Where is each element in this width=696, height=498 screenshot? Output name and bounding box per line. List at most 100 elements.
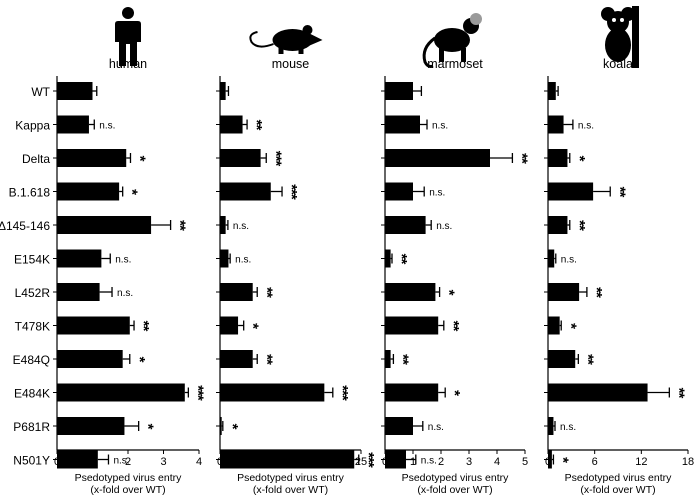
bar — [57, 216, 152, 234]
significance-label: ** — [248, 120, 265, 131]
bar — [57, 249, 102, 268]
bar — [385, 450, 406, 469]
bar — [57, 149, 127, 167]
significance-label: n.s. — [429, 188, 445, 199]
bar — [57, 383, 185, 402]
significance-label: ** — [579, 354, 596, 365]
x-axis-label: (x-fold over WT) — [580, 484, 655, 496]
bar — [385, 417, 413, 435]
bar — [57, 82, 93, 100]
bar — [57, 450, 98, 469]
category-label: E484K — [14, 387, 50, 401]
significance-label: n.s. — [432, 121, 448, 132]
panel-title: marmoset — [427, 57, 483, 71]
bar — [548, 249, 555, 268]
bar — [220, 417, 222, 435]
x-tick-label: 12 — [635, 456, 647, 468]
panel-title: human — [109, 57, 147, 71]
panel-human: human01234Psedotyped virus entry(x-fold … — [53, 7, 206, 496]
significance-label: n.s. — [578, 121, 594, 132]
bar — [385, 216, 426, 234]
bar — [548, 216, 568, 234]
bar — [548, 417, 554, 435]
significance-label: n.s. — [99, 121, 115, 132]
significance-label: * — [124, 189, 141, 195]
significance-label: * — [224, 424, 241, 430]
x-axis-label: (x-fold over WT) — [90, 484, 165, 496]
bar — [220, 249, 229, 268]
significance-label: * — [554, 457, 571, 463]
significance-label: *** — [267, 151, 284, 167]
bar — [220, 115, 243, 134]
significance-label: ** — [611, 187, 628, 198]
bar — [385, 82, 413, 100]
category-label: Delta — [22, 152, 50, 166]
significance-label: ** — [445, 321, 462, 332]
bar — [57, 417, 125, 435]
category-label: N501Y — [13, 454, 50, 468]
category-label: WT — [31, 85, 50, 99]
bar — [548, 115, 564, 134]
significance-label: * — [131, 357, 148, 363]
significance-label: ** — [172, 220, 189, 231]
x-tick-label: 4 — [196, 456, 202, 468]
significance-label: n.s. — [421, 456, 437, 467]
bar — [220, 216, 226, 234]
category-label: L452R — [15, 286, 51, 300]
significance-label: n.s. — [235, 255, 251, 266]
panel-title: mouse — [272, 57, 310, 71]
bar — [57, 316, 130, 335]
significance-label: * — [441, 290, 458, 296]
bar — [57, 115, 89, 134]
category-label: Δ145-146 — [0, 219, 50, 233]
bar — [548, 82, 556, 100]
bar — [548, 383, 648, 402]
marmoset-icon — [422, 13, 482, 68]
significance-label: ** — [258, 287, 275, 298]
significance-label: n.s. — [117, 288, 133, 299]
panel-koala: koala061218Psedotyped virus entry(x-fold… — [544, 6, 694, 496]
category-label: Kappa — [15, 119, 50, 133]
panel-marmoset: marmoset012345Psedotyped virus entry(x-f… — [381, 13, 530, 496]
bar — [57, 182, 120, 201]
bar — [57, 350, 123, 368]
x-axis-label: (x-fold over WT) — [253, 484, 328, 496]
bar — [57, 283, 100, 301]
bar — [220, 182, 271, 201]
category-label: P681R — [13, 420, 50, 434]
x-tick-label: 18 — [682, 456, 694, 468]
significance-label: * — [446, 390, 463, 396]
bar — [220, 82, 226, 100]
panel-title: koala — [603, 57, 633, 71]
koala-icon — [601, 6, 639, 68]
bar — [548, 182, 594, 201]
x-axis-label: Psedotyped virus entry — [237, 472, 345, 484]
significance-label: ** — [394, 354, 411, 365]
bar — [385, 350, 391, 368]
significance-label: ** — [393, 254, 410, 265]
category-label: E154K — [14, 253, 50, 267]
significance-label: ** — [670, 388, 687, 399]
bar — [220, 149, 261, 167]
x-tick-label: 3 — [466, 456, 472, 468]
category-label: E484Q — [13, 353, 50, 367]
human-icon — [115, 7, 141, 66]
bar — [548, 350, 576, 368]
x-tick-label: 1 — [410, 456, 416, 468]
significance-label: ** — [588, 287, 605, 298]
x-axis-label: Psedotyped virus entry — [565, 472, 673, 484]
bar — [220, 450, 355, 469]
bar — [548, 283, 580, 301]
significance-label: n.s. — [561, 255, 577, 266]
significance-label: *** — [189, 385, 206, 401]
bar — [220, 383, 325, 402]
x-tick-label: 3 — [160, 456, 166, 468]
x-tick-label: 2 — [125, 456, 131, 468]
x-tick-label: 6 — [592, 456, 598, 468]
bar — [548, 149, 568, 167]
significance-label: n.s. — [233, 221, 249, 232]
significance-label: n.s. — [115, 255, 131, 266]
significance-label: ** — [258, 354, 275, 365]
bar — [220, 350, 253, 368]
